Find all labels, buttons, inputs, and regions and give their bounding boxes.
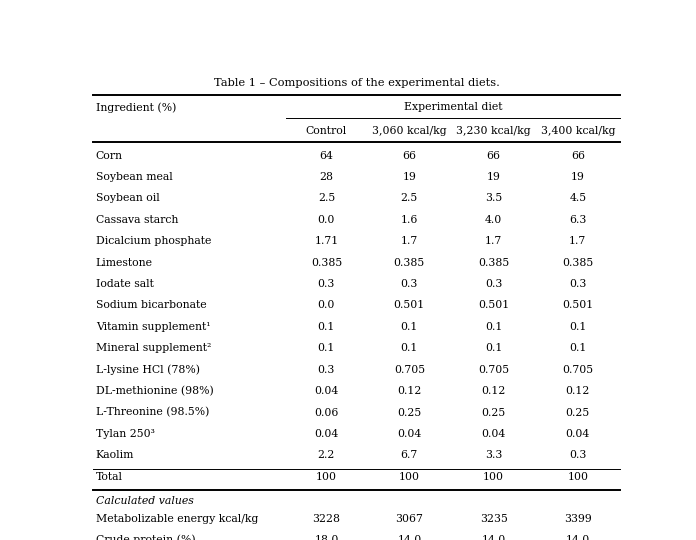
Text: Calculated values: Calculated values bbox=[95, 496, 193, 507]
Text: 0.705: 0.705 bbox=[478, 364, 509, 375]
Text: 100: 100 bbox=[567, 472, 588, 482]
Text: Crude protein (%): Crude protein (%) bbox=[95, 535, 196, 540]
Text: 66: 66 bbox=[402, 151, 416, 160]
Text: Vitamin supplement¹: Vitamin supplement¹ bbox=[95, 322, 210, 332]
Text: 0.12: 0.12 bbox=[397, 386, 422, 396]
Text: 64: 64 bbox=[319, 151, 333, 160]
Text: Dicalcium phosphate: Dicalcium phosphate bbox=[95, 236, 211, 246]
Text: 6.3: 6.3 bbox=[569, 215, 587, 225]
Text: 3228: 3228 bbox=[313, 514, 340, 523]
Text: 0.1: 0.1 bbox=[401, 322, 418, 332]
Text: 14.0: 14.0 bbox=[482, 535, 506, 540]
Text: 0.385: 0.385 bbox=[478, 258, 509, 268]
Text: Control: Control bbox=[306, 126, 347, 136]
Text: 0.385: 0.385 bbox=[394, 258, 425, 268]
Text: 0.501: 0.501 bbox=[478, 300, 509, 310]
Text: Ingredient (%): Ingredient (%) bbox=[95, 102, 176, 113]
Text: Total: Total bbox=[95, 472, 122, 482]
Text: Iodate salt: Iodate salt bbox=[95, 279, 154, 289]
Text: 0.385: 0.385 bbox=[311, 258, 342, 268]
Text: 0.705: 0.705 bbox=[394, 364, 425, 375]
Text: 1.7: 1.7 bbox=[485, 236, 503, 246]
Text: 0.1: 0.1 bbox=[318, 322, 335, 332]
Text: 0.25: 0.25 bbox=[482, 408, 506, 417]
Text: 1.7: 1.7 bbox=[401, 236, 418, 246]
Text: 0.501: 0.501 bbox=[394, 300, 425, 310]
Text: 0.04: 0.04 bbox=[315, 386, 338, 396]
Text: 4.5: 4.5 bbox=[569, 193, 586, 204]
Text: 3,400 kcal/kg: 3,400 kcal/kg bbox=[541, 126, 615, 136]
Text: 0.3: 0.3 bbox=[401, 279, 418, 289]
Text: 0.3: 0.3 bbox=[569, 279, 587, 289]
Text: 1.6: 1.6 bbox=[401, 215, 418, 225]
Text: L-Threonine (98.5%): L-Threonine (98.5%) bbox=[95, 407, 209, 417]
Text: 1.71: 1.71 bbox=[315, 236, 338, 246]
Text: Soybean meal: Soybean meal bbox=[95, 172, 173, 182]
Text: 0.3: 0.3 bbox=[569, 450, 587, 460]
Text: 6.7: 6.7 bbox=[401, 450, 418, 460]
Text: 3067: 3067 bbox=[395, 514, 423, 523]
Text: 0.1: 0.1 bbox=[569, 322, 587, 332]
Text: 0.3: 0.3 bbox=[318, 279, 335, 289]
Text: 0.04: 0.04 bbox=[566, 429, 590, 439]
Text: 66: 66 bbox=[487, 151, 500, 160]
Text: 2.2: 2.2 bbox=[318, 450, 335, 460]
Text: 0.1: 0.1 bbox=[569, 343, 587, 353]
Text: 2.5: 2.5 bbox=[401, 193, 418, 204]
Text: 100: 100 bbox=[316, 472, 337, 482]
Text: 0.04: 0.04 bbox=[482, 429, 506, 439]
Text: Corn: Corn bbox=[95, 151, 122, 160]
Text: 0.1: 0.1 bbox=[401, 343, 418, 353]
Text: 14.0: 14.0 bbox=[566, 535, 590, 540]
Text: 0.04: 0.04 bbox=[397, 429, 422, 439]
Text: Table 1 – Compositions of the experimental diets.: Table 1 – Compositions of the experiment… bbox=[214, 78, 500, 88]
Text: 0.25: 0.25 bbox=[566, 408, 590, 417]
Text: 19: 19 bbox=[487, 172, 500, 182]
Text: 3,060 kcal/kg: 3,060 kcal/kg bbox=[372, 126, 447, 136]
Text: 3,230 kcal/kg: 3,230 kcal/kg bbox=[457, 126, 531, 136]
Text: 0.12: 0.12 bbox=[482, 386, 506, 396]
Text: Metabolizable energy kcal/kg: Metabolizable energy kcal/kg bbox=[95, 514, 258, 523]
Text: Soybean oil: Soybean oil bbox=[95, 193, 159, 204]
Text: 0.04: 0.04 bbox=[315, 429, 338, 439]
Text: Mineral supplement²: Mineral supplement² bbox=[95, 343, 211, 353]
Text: Cassava starch: Cassava starch bbox=[95, 215, 178, 225]
Text: 0.06: 0.06 bbox=[314, 408, 339, 417]
Text: 0.3: 0.3 bbox=[485, 279, 503, 289]
Text: 2.5: 2.5 bbox=[318, 193, 335, 204]
Text: 1.7: 1.7 bbox=[569, 236, 587, 246]
Text: 0.385: 0.385 bbox=[562, 258, 594, 268]
Text: 3.5: 3.5 bbox=[485, 193, 503, 204]
Text: 28: 28 bbox=[319, 172, 333, 182]
Text: 3235: 3235 bbox=[480, 514, 507, 523]
Text: L-lysine HCl (78%): L-lysine HCl (78%) bbox=[95, 364, 200, 375]
Text: 100: 100 bbox=[483, 472, 504, 482]
Text: Tylan 250³: Tylan 250³ bbox=[95, 429, 155, 439]
Text: Kaolim: Kaolim bbox=[95, 450, 134, 460]
Text: 14.0: 14.0 bbox=[397, 535, 422, 540]
Text: 3.3: 3.3 bbox=[485, 450, 503, 460]
Text: 0.12: 0.12 bbox=[566, 386, 590, 396]
Text: 19: 19 bbox=[402, 172, 416, 182]
Text: 100: 100 bbox=[399, 472, 420, 482]
Text: 0.0: 0.0 bbox=[318, 300, 335, 310]
Text: 0.1: 0.1 bbox=[485, 322, 503, 332]
Text: Experimental diet: Experimental diet bbox=[404, 102, 502, 112]
Text: Limestone: Limestone bbox=[95, 258, 152, 268]
Text: 0.1: 0.1 bbox=[485, 343, 503, 353]
Text: 19: 19 bbox=[571, 172, 585, 182]
Text: 0.501: 0.501 bbox=[562, 300, 594, 310]
Text: 3399: 3399 bbox=[564, 514, 592, 523]
Text: 0.0: 0.0 bbox=[318, 215, 335, 225]
Text: 0.25: 0.25 bbox=[397, 408, 422, 417]
Text: 0.3: 0.3 bbox=[318, 364, 335, 375]
Text: 0.1: 0.1 bbox=[318, 343, 335, 353]
Text: 0.705: 0.705 bbox=[562, 364, 594, 375]
Text: 4.0: 4.0 bbox=[485, 215, 503, 225]
Text: 66: 66 bbox=[571, 151, 585, 160]
Text: Sodium bicarbonate: Sodium bicarbonate bbox=[95, 300, 206, 310]
Text: DL-methionine (98%): DL-methionine (98%) bbox=[95, 386, 214, 396]
Text: 18.0: 18.0 bbox=[314, 535, 339, 540]
